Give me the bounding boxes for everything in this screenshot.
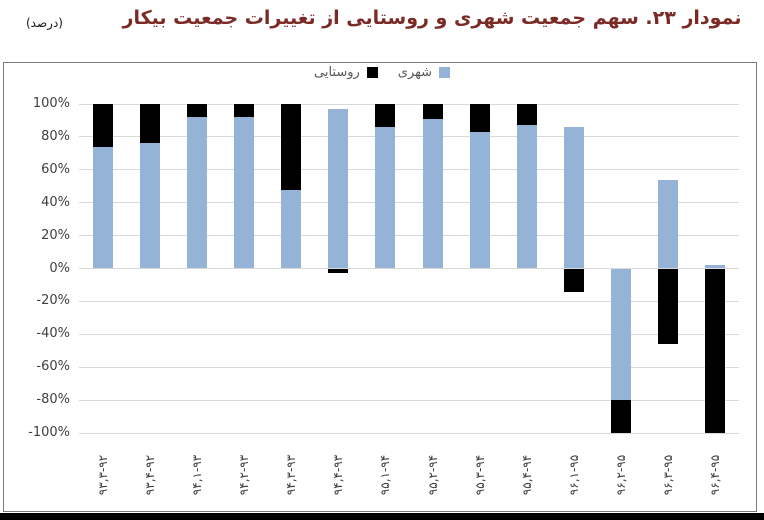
gridline-40: [79, 202, 739, 204]
x-tick-label: ۹۶,۲-۹۵: [614, 454, 629, 496]
gridline-0: [79, 268, 739, 269]
bar-urban-segment: [611, 268, 632, 401]
bar-urban-segment: [705, 265, 726, 269]
x-tick-label: ۹۶,۳-۹۵: [661, 454, 676, 496]
gridline--100: [79, 432, 739, 434]
y-tick-label--60: -60%: [36, 359, 70, 375]
x-tick-label: ۹۶,۴-۹۵: [708, 454, 723, 496]
bar-urban-segment: [281, 189, 302, 269]
x-tick-label: ۹۵,۲-۹۴: [425, 454, 440, 496]
bar-rural-segment: [564, 268, 584, 292]
gridline-100: [79, 103, 739, 105]
y-tick-label-80: 80%: [41, 128, 70, 144]
bar-rural-segment: [92, 104, 113, 147]
bottom-rule: [0, 513, 764, 520]
legend: روستایی شهری: [0, 65, 764, 80]
plot-area: [79, 103, 739, 434]
gridline-60: [79, 169, 739, 171]
x-tick-label: ۹۴,۳-۹۳: [284, 454, 299, 496]
bar-rural-segment: [234, 104, 254, 118]
unit-note: (درصد): [26, 16, 63, 30]
y-tick-label-0: 0%: [49, 260, 70, 276]
bar-urban-segment: [186, 117, 207, 269]
x-tick-label: ۹۴,۲-۹۳: [237, 454, 251, 496]
y-tick-label--20: -20%: [36, 293, 70, 309]
bar-rural-segment: [422, 104, 443, 119]
x-tick-label: ۹۴,۴-۹۳: [331, 454, 346, 496]
bar-rural-segment: [375, 104, 396, 128]
bar-rural-segment: [658, 268, 679, 345]
x-tick-label: ۹۳,۳-۹۲: [95, 454, 110, 496]
bar-urban-segment: [328, 108, 349, 269]
bar-urban-segment: [516, 125, 537, 269]
y-tick-label--40: -40%: [36, 326, 70, 342]
y-tick-label--100: -100%: [28, 425, 70, 440]
y-tick-label-60: 60%: [41, 161, 70, 177]
x-tick-label: ۹۴,۱-۹۳: [189, 454, 204, 496]
bar-rural-segment: [516, 104, 537, 126]
rural-swatch-icon: [366, 67, 378, 78]
bar-urban-segment: [564, 127, 584, 269]
bar-urban-segment: [375, 127, 396, 269]
x-tick-label: ۹۶,۱-۹۵: [567, 454, 581, 496]
gridline--40: [79, 333, 739, 335]
legend-entry-rural: روستایی: [314, 65, 378, 80]
bar-rural-segment: [186, 104, 207, 118]
legend-entry-urban: شهری: [397, 65, 451, 80]
y-tick-label-100: 100%: [32, 96, 70, 111]
bar-urban-segment: [469, 131, 490, 269]
bar-rural-segment: [469, 104, 490, 132]
chart-title: نمودار ۲۳. سهم جمعیت شهری و روستایی از ت…: [122, 7, 742, 29]
bar-urban-segment: [92, 146, 113, 269]
gridline--20: [79, 300, 739, 302]
bar-urban-segment: [139, 143, 160, 269]
gridline--60: [79, 366, 739, 368]
x-tick-label: ۹۵,۱-۹۴: [378, 454, 393, 496]
bar-urban-segment: [234, 117, 254, 269]
gridline-20: [79, 235, 739, 237]
x-tick-label: ۹۳,۴-۹۲: [142, 454, 157, 496]
y-tick-label--80: -80%: [36, 392, 70, 408]
y-tick-label-40: 40%: [41, 194, 70, 210]
legend-label-rural: روستایی: [313, 65, 360, 80]
bar-urban-segment: [422, 118, 443, 269]
bar-rural-segment: [281, 104, 302, 190]
bar-rural-segment: [611, 400, 632, 433]
gridline--80: [79, 399, 739, 401]
bar-urban-segment: [658, 179, 679, 269]
bar-rural-segment: [139, 104, 160, 144]
y-tick-label-20: 20%: [41, 227, 70, 243]
gridline-80: [79, 136, 739, 138]
legend-label-urban: شهری: [397, 65, 433, 80]
x-tick-label: ۹۵,۳-۹۴: [472, 454, 487, 496]
x-tick-label: ۹۵,۴-۹۴: [519, 454, 534, 496]
urban-swatch-icon: [439, 67, 451, 78]
bar-rural-segment: [705, 268, 726, 433]
bar-rural-segment: [328, 268, 349, 274]
